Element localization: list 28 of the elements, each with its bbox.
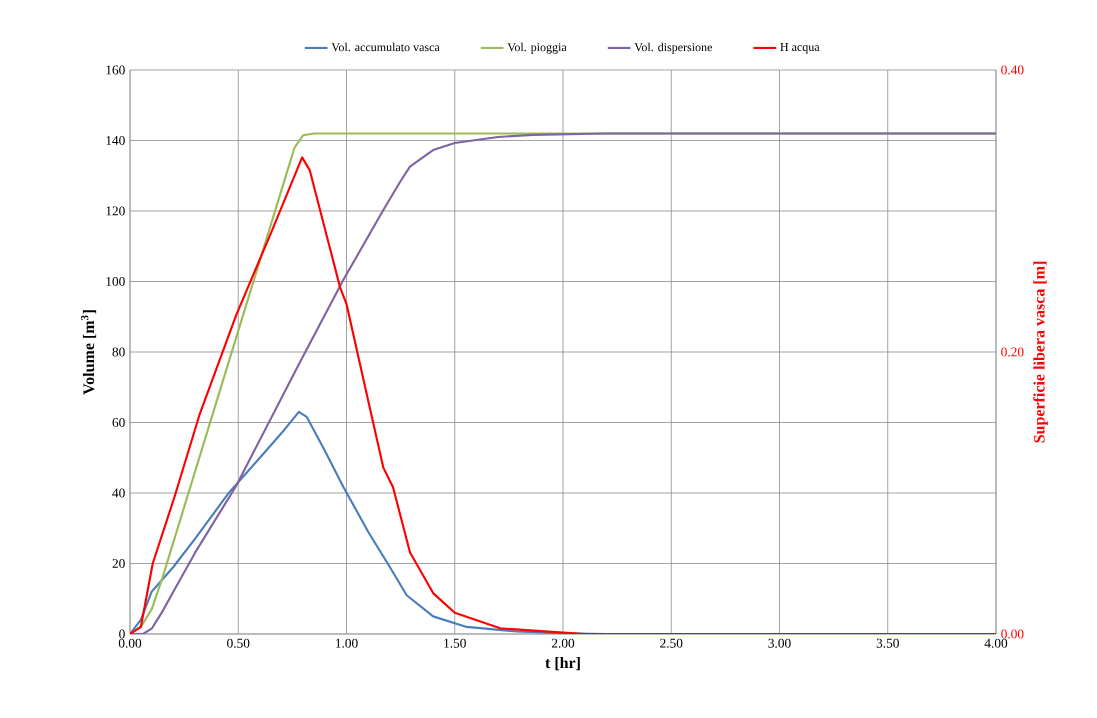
- x-tick-label: 0.50: [227, 638, 250, 648]
- y-axis-title: Volume [m$^{3}$]: [81, 310, 97, 395]
- x-tick-label: 1.50: [444, 638, 466, 648]
- y-tick-label: 20: [112, 558, 125, 568]
- y-tick-label: 60: [112, 417, 125, 427]
- y2-tick-label: 0.20: [1001, 347, 1024, 357]
- x-tick-label: 2.50: [660, 638, 683, 648]
- x-axis-title: t [hr]: [545, 656, 580, 671]
- x-tick-label: 1.00: [336, 638, 358, 648]
- y-tick-label: 0: [119, 629, 125, 639]
- x-tick-label: 3.50: [876, 638, 899, 648]
- y-tick-label: 120: [106, 206, 125, 216]
- y2-axis-title: Superficie libera vasca [m]: [1033, 261, 1048, 443]
- x-tick-label: 4.00: [984, 638, 1008, 648]
- legend-label: Vol. dispersione: [634, 42, 712, 54]
- y-tick-label: 100: [106, 276, 125, 286]
- y-tick-label: 140: [106, 136, 125, 145]
- x-tick-label: 3.00: [768, 638, 791, 648]
- y-tick-label: 40: [112, 488, 125, 498]
- y-tick-label: 160: [106, 65, 125, 75]
- x-tick-label: 0.00: [118, 638, 142, 648]
- x-tick-label: 2.00: [551, 638, 575, 648]
- legend-label: Vol. pioggia: [507, 42, 567, 54]
- y2-tick-label: 0.00: [1001, 629, 1024, 639]
- y-tick-label: 80: [112, 347, 125, 357]
- y2-tick-label: 0.40: [1001, 65, 1024, 75]
- legend-label: Vol. accumulato vasca: [331, 42, 440, 52]
- legend-label: H acqua: [780, 43, 820, 54]
